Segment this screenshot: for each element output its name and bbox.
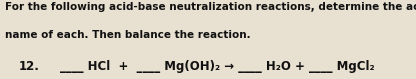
Text: ____ HCl  +  ____ Mg(OH)₂ → ____ H₂O + ____ MgCl₂: ____ HCl + ____ Mg(OH)₂ → ____ H₂O + ___… [60,60,375,73]
Text: 12.: 12. [19,60,40,73]
Text: For the following acid-base neutralization reactions, determine the acid,: For the following acid-base neutralizati… [5,2,416,12]
Text: name of each. Then balance the reaction.: name of each. Then balance the reaction. [5,30,250,40]
